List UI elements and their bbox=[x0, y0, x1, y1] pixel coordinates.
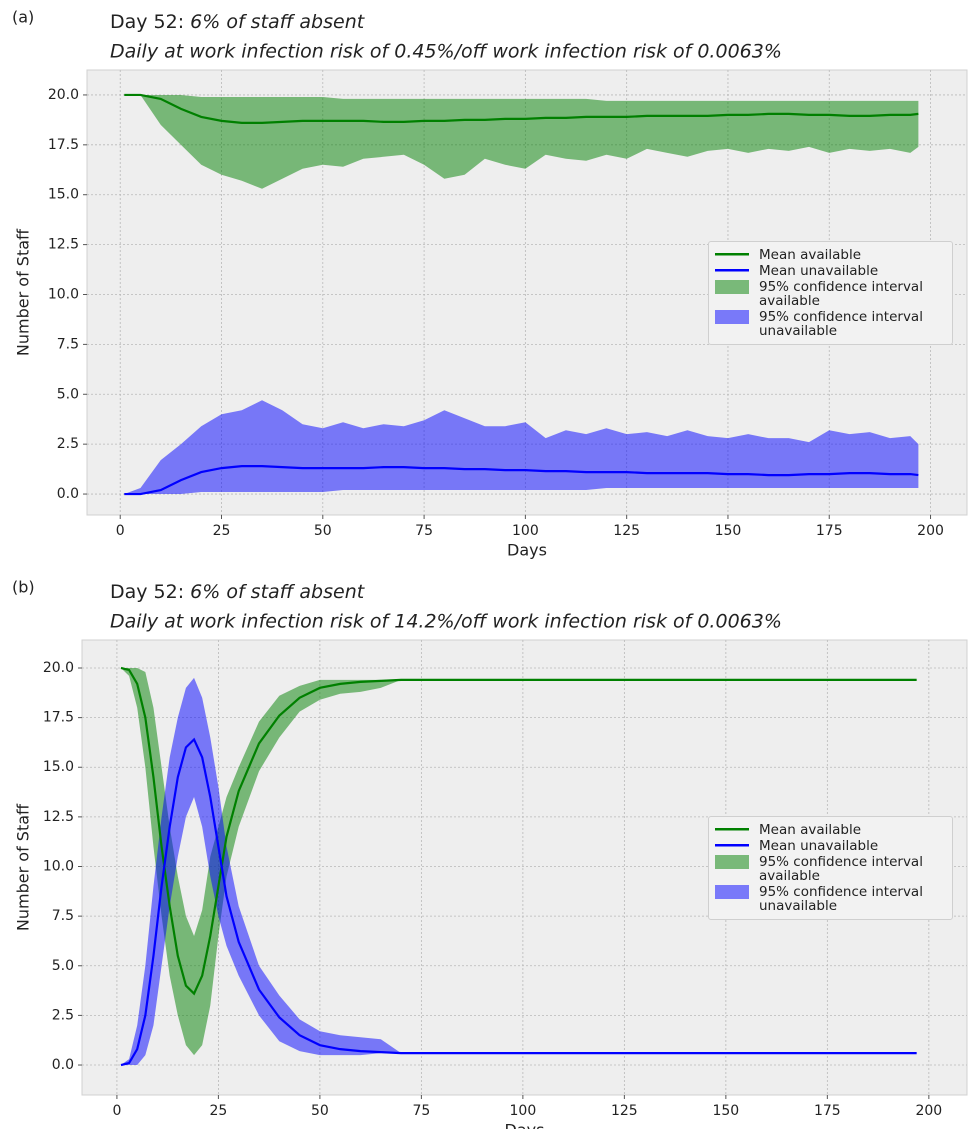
x-tick-label: 175 bbox=[814, 1103, 841, 1119]
x-tick-label: 100 bbox=[510, 1103, 537, 1119]
legend-line bbox=[715, 822, 749, 837]
chart-subtitle: Daily at work infection risk of 14.2%/of… bbox=[110, 611, 782, 633]
x-tick-label: 50 bbox=[314, 523, 332, 539]
legend-line bbox=[715, 263, 749, 278]
x-tick-label: 200 bbox=[917, 523, 944, 539]
y-tick-label: 17.5 bbox=[48, 137, 79, 153]
legend: Mean available Mean unavailable 95% confid… bbox=[708, 240, 953, 345]
legend-label: 95% confidence interval available bbox=[759, 278, 923, 309]
title-italic: 6% of staff absent bbox=[190, 581, 366, 603]
legend-swatch bbox=[715, 884, 749, 899]
legend-item: 95% confidence interval available bbox=[715, 853, 946, 884]
x-tick-label: 125 bbox=[613, 523, 640, 539]
chart-title: Day 52: 6% of staff absent bbox=[110, 581, 366, 603]
y-tick-label: 2.5 bbox=[52, 1007, 74, 1023]
panel-label: (a) bbox=[12, 8, 34, 27]
legend-line bbox=[715, 247, 749, 262]
legend-label: 95% confidence interval available bbox=[759, 853, 923, 884]
x-axis-label: Days bbox=[505, 1121, 545, 1129]
legend-item: Mean available bbox=[715, 246, 946, 263]
legend-swatch bbox=[715, 854, 749, 869]
legend-swatch bbox=[715, 279, 749, 294]
title-italic: 6% of staff absent bbox=[190, 11, 366, 33]
confidence-band bbox=[124, 94, 919, 189]
legend-label: 95% confidence interval unavailable bbox=[759, 308, 923, 339]
x-axis-label: Days bbox=[507, 541, 547, 560]
mean-line bbox=[120, 737, 917, 1067]
legend-line bbox=[715, 838, 749, 853]
y-axis-label: Number of Staff bbox=[14, 228, 33, 356]
legend-label: Mean unavailable bbox=[759, 837, 879, 854]
y-tick-label: 15.0 bbox=[48, 187, 79, 203]
title-text: Day 52: bbox=[110, 581, 184, 603]
x-tick-label: 150 bbox=[712, 1103, 739, 1119]
y-tick-label: 5.0 bbox=[57, 386, 79, 402]
legend-item: 95% confidence interval available bbox=[715, 278, 946, 309]
confidence-band bbox=[124, 400, 919, 495]
legend-label: 95% confidence interval unavailable bbox=[759, 883, 923, 914]
legend-item: Mean unavailable bbox=[715, 262, 946, 279]
x-tick-label: 175 bbox=[816, 523, 843, 539]
y-tick-label: 12.5 bbox=[48, 237, 79, 253]
x-tick-label: 100 bbox=[512, 523, 539, 539]
y-tick-label: 17.5 bbox=[43, 710, 74, 726]
y-tick-label: 0.0 bbox=[52, 1057, 74, 1073]
legend-swatch bbox=[715, 309, 749, 324]
y-tick-label: 2.5 bbox=[57, 436, 79, 452]
mean-line bbox=[120, 666, 917, 996]
title-text: Day 52: bbox=[110, 11, 184, 33]
mean-line bbox=[124, 465, 919, 496]
y-tick-label: 15.0 bbox=[43, 759, 74, 775]
confidence-band bbox=[120, 677, 917, 1066]
y-tick-label: 12.5 bbox=[43, 809, 74, 825]
x-tick-label: 0 bbox=[116, 523, 125, 539]
x-tick-label: 200 bbox=[915, 1103, 942, 1119]
y-tick-label: 20.0 bbox=[43, 660, 74, 676]
legend-item: Mean unavailable bbox=[715, 837, 946, 854]
panel-label: (b) bbox=[12, 578, 35, 597]
x-tick-label: 75 bbox=[415, 523, 433, 539]
y-tick-label: 7.5 bbox=[57, 336, 79, 352]
x-tick-label: 25 bbox=[209, 1103, 227, 1119]
legend-item: 95% confidence interval unavailable bbox=[715, 308, 946, 339]
x-tick-label: 125 bbox=[611, 1103, 638, 1119]
chart-subtitle: Daily at work infection risk of 0.45%/of… bbox=[110, 41, 782, 63]
x-tick-label: 75 bbox=[412, 1103, 430, 1119]
y-tick-label: 10.0 bbox=[43, 859, 74, 875]
x-tick-label: 0 bbox=[112, 1103, 121, 1119]
legend-label: Mean available bbox=[759, 246, 862, 263]
y-tick-label: 7.5 bbox=[52, 908, 74, 924]
y-tick-label: 20.0 bbox=[48, 87, 79, 103]
y-tick-label: 5.0 bbox=[52, 958, 74, 974]
y-axis-label: Number of Staff bbox=[14, 803, 33, 931]
chart-title: Day 52: 6% of staff absent bbox=[110, 11, 366, 33]
x-tick-label: 50 bbox=[311, 1103, 329, 1119]
confidence-band bbox=[120, 667, 917, 1056]
mean-line bbox=[124, 93, 919, 124]
x-tick-label: 25 bbox=[213, 523, 231, 539]
y-tick-label: 10.0 bbox=[48, 286, 79, 302]
legend-label: Mean available bbox=[759, 821, 862, 838]
legend-label: Mean unavailable bbox=[759, 262, 879, 279]
legend: Mean available Mean unavailable 95% confid… bbox=[708, 815, 953, 920]
legend-item: 95% confidence interval unavailable bbox=[715, 883, 946, 914]
legend-item: Mean available bbox=[715, 821, 946, 838]
x-tick-label: 150 bbox=[715, 523, 742, 539]
y-tick-label: 0.0 bbox=[57, 486, 79, 502]
